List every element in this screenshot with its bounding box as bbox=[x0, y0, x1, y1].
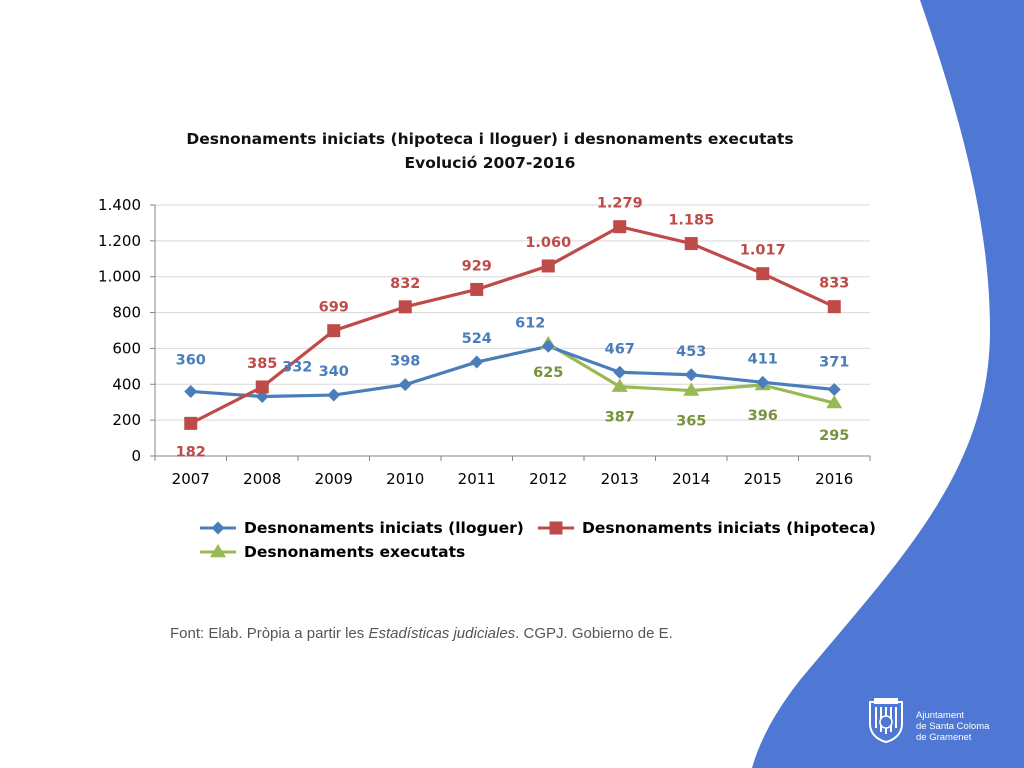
ajuntament-logo: Ajuntament de Santa Coloma de Gramenet bbox=[860, 696, 1010, 748]
y-tick-label: 1.200 bbox=[98, 232, 141, 250]
data-point bbox=[684, 368, 698, 382]
x-tick-label: 2009 bbox=[315, 470, 353, 488]
y-tick-label: 200 bbox=[112, 411, 141, 429]
y-tick-label: 800 bbox=[112, 304, 141, 322]
logo-line-3: de Gramenet bbox=[916, 732, 972, 743]
x-tick-label: 2012 bbox=[529, 470, 567, 488]
data-label: 387 bbox=[605, 410, 635, 426]
data-point bbox=[541, 339, 555, 353]
source-suffix: . CGPJ. Gobierno de E. bbox=[515, 625, 673, 642]
x-tick-label: 2007 bbox=[172, 470, 210, 488]
data-point bbox=[398, 378, 412, 392]
legend-marker bbox=[211, 521, 225, 535]
data-point bbox=[541, 259, 555, 273]
y-tick-label: 400 bbox=[112, 375, 141, 393]
data-label: 365 bbox=[676, 414, 706, 430]
data-label: 411 bbox=[748, 351, 778, 367]
x-tick-label: 2015 bbox=[744, 470, 782, 488]
data-label: 833 bbox=[819, 276, 849, 292]
data-point bbox=[684, 237, 698, 251]
data-point bbox=[756, 375, 770, 389]
data-label: 396 bbox=[748, 408, 778, 424]
data-point bbox=[613, 365, 627, 379]
data-point bbox=[756, 267, 770, 281]
logo-line-1: Ajuntament bbox=[916, 710, 965, 721]
y-tick-label: 1.000 bbox=[98, 268, 141, 286]
series-line bbox=[190, 225, 835, 425]
data-label: 929 bbox=[462, 258, 492, 274]
legend-label: Desnonaments executats bbox=[244, 543, 465, 561]
data-label: 699 bbox=[319, 300, 349, 316]
data-point bbox=[613, 220, 627, 234]
x-tick-label: 2008 bbox=[243, 470, 281, 488]
legend-label: Desnonaments iniciats (hipoteca) bbox=[582, 519, 876, 537]
data-label: 332 bbox=[282, 359, 312, 375]
series-line bbox=[190, 344, 835, 399]
data-label: 295 bbox=[819, 428, 849, 444]
coat-of-arms-icon bbox=[869, 698, 903, 744]
data-label: 398 bbox=[390, 354, 420, 370]
x-tick-label: 2016 bbox=[815, 470, 853, 488]
chart-title: Desnonaments iniciats (hipoteca i llogue… bbox=[186, 130, 794, 148]
data-point bbox=[255, 380, 269, 394]
data-label: 182 bbox=[176, 444, 206, 460]
data-label: 360 bbox=[176, 352, 206, 368]
data-point bbox=[327, 324, 341, 338]
data-label: 625 bbox=[533, 365, 563, 381]
data-label: 1.279 bbox=[597, 196, 643, 212]
source-italic: Estadísticas judiciales bbox=[368, 625, 516, 642]
y-tick-label: 0 bbox=[131, 447, 141, 465]
data-point bbox=[683, 382, 700, 396]
data-point bbox=[611, 378, 628, 392]
y-tick-label: 600 bbox=[112, 339, 141, 357]
source-note: Font: Elab. Pròpia a partir les Estadíst… bbox=[170, 625, 673, 642]
legend-label: Desnonaments iniciats (lloguer) bbox=[244, 519, 524, 537]
data-label: 371 bbox=[819, 354, 849, 370]
chart-subtitle: Evolució 2007-2016 bbox=[404, 154, 576, 172]
data-point bbox=[398, 300, 412, 314]
logo-line-2: de Santa Coloma bbox=[916, 721, 990, 732]
data-point bbox=[327, 388, 341, 402]
x-tick-label: 2013 bbox=[601, 470, 639, 488]
x-tick-label: 2011 bbox=[458, 470, 496, 488]
data-point bbox=[184, 384, 198, 398]
data-label: 832 bbox=[390, 276, 420, 292]
y-tick-label: 1.400 bbox=[98, 196, 141, 214]
data-label: 467 bbox=[605, 341, 635, 357]
x-tick-label: 2014 bbox=[672, 470, 710, 488]
data-label: 385 bbox=[247, 356, 277, 372]
legend-marker bbox=[210, 544, 226, 558]
data-label: 1.060 bbox=[525, 235, 571, 251]
data-label: 453 bbox=[676, 344, 706, 360]
x-tick-label: 2010 bbox=[386, 470, 424, 488]
data-point bbox=[470, 282, 484, 296]
data-point bbox=[827, 382, 841, 396]
data-point bbox=[470, 355, 484, 369]
data-label: 612 bbox=[515, 315, 545, 331]
data-point bbox=[826, 395, 843, 409]
data-point bbox=[827, 300, 841, 314]
data-point bbox=[184, 416, 198, 430]
data-label: 1.185 bbox=[668, 213, 714, 229]
data-label: 340 bbox=[319, 364, 349, 380]
source-prefix: Font: Elab. Pròpia a partir les bbox=[170, 625, 369, 642]
data-label: 524 bbox=[462, 331, 492, 347]
legend-marker bbox=[549, 521, 563, 535]
data-label: 1.017 bbox=[740, 243, 786, 259]
